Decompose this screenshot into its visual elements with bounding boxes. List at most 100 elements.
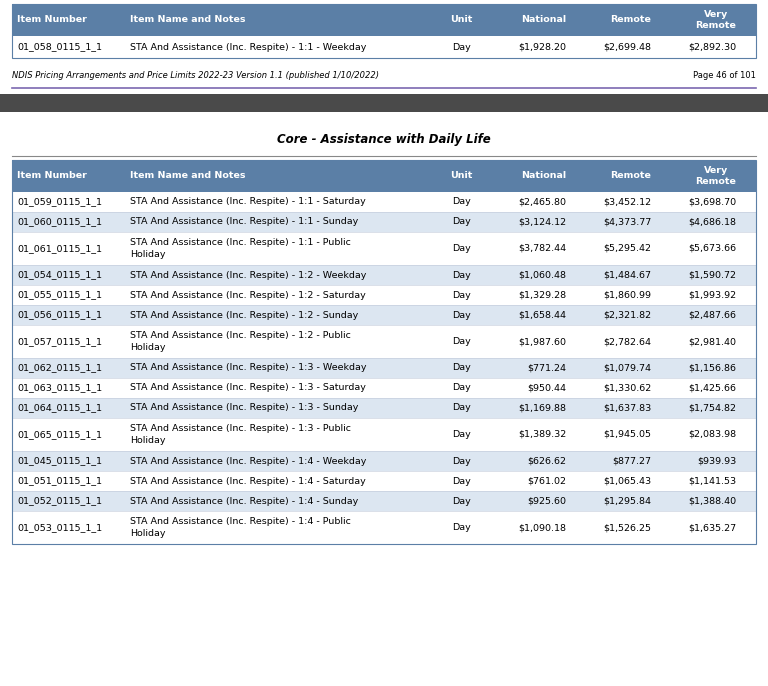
Text: $1,425.66: $1,425.66 [688,383,736,392]
Text: Very
Remote: Very Remote [695,166,736,186]
Text: $950.44: $950.44 [528,383,567,392]
Text: 01_059_0115_1_1: 01_059_0115_1_1 [17,198,102,206]
Text: Item Number: Item Number [17,172,87,180]
Bar [12,398,756,418]
Text: $1,754.82: $1,754.82 [688,403,736,412]
Text: STA And Assistance (Inc. Respite) - 1:2 - Weekday: STA And Assistance (Inc. Respite) - 1:2 … [130,270,366,279]
Text: Core - Assistance with Daily Life: Core - Assistance with Daily Life [277,134,491,147]
Text: STA And Assistance (Inc. Respite) - 1:3 - Weekday: STA And Assistance (Inc. Respite) - 1:3 … [130,364,366,372]
Text: $1,079.74: $1,079.74 [604,364,651,372]
Bar [12,451,756,471]
Text: $1,526.25: $1,526.25 [604,523,651,532]
Text: Day: Day [452,290,471,300]
Bar [12,192,756,212]
Text: Unit: Unit [450,16,472,25]
Bar [12,265,756,285]
Text: $925.60: $925.60 [528,497,567,506]
Text: Day: Day [452,270,471,279]
Text: $1,090.18: $1,090.18 [518,523,567,532]
Text: $1,987.60: $1,987.60 [518,337,567,346]
Bar [12,4,756,36]
Text: STA And Assistance (Inc. Respite) - 1:3 - Sunday: STA And Assistance (Inc. Respite) - 1:3 … [130,403,359,412]
Text: STA And Assistance (Inc. Respite) - 1:4 - Weekday: STA And Assistance (Inc. Respite) - 1:4 … [130,456,366,466]
Bar [12,232,756,265]
Text: $626.62: $626.62 [528,456,567,466]
Text: 01_052_0115_1_1: 01_052_0115_1_1 [17,497,102,506]
Text: STA And Assistance (Inc. Respite) - 1:1 - Public
Holiday: STA And Assistance (Inc. Respite) - 1:1 … [130,239,351,259]
Text: STA And Assistance (Inc. Respite) - 1:4 - Public
Holiday: STA And Assistance (Inc. Respite) - 1:4 … [130,517,351,538]
Text: $877.27: $877.27 [612,456,651,466]
Text: STA And Assistance (Inc. Respite) - 1:3 - Public
Holiday: STA And Assistance (Inc. Respite) - 1:3 … [130,425,351,445]
Text: Day: Day [452,217,471,226]
Text: STA And Assistance (Inc. Respite) - 1:1 - Weekday: STA And Assistance (Inc. Respite) - 1:1 … [130,43,366,51]
Text: $3,698.70: $3,698.70 [688,198,736,206]
Text: Day: Day [452,383,471,392]
Bar [12,212,756,232]
Text: 01_062_0115_1_1: 01_062_0115_1_1 [17,364,102,372]
Text: $1,484.67: $1,484.67 [604,270,651,279]
Text: STA And Assistance (Inc. Respite) - 1:2 - Saturday: STA And Assistance (Inc. Respite) - 1:2 … [130,290,366,300]
Bar [12,305,756,325]
Text: $1,993.92: $1,993.92 [688,290,736,300]
Bar [12,491,756,511]
Text: 01_045_0115_1_1: 01_045_0115_1_1 [17,456,102,466]
Text: STA And Assistance (Inc. Respite) - 1:1 - Sunday: STA And Assistance (Inc. Respite) - 1:1 … [130,217,359,226]
Bar [12,511,756,544]
Bar [0,94,768,112]
Text: $1,637.83: $1,637.83 [603,403,651,412]
Text: $1,945.05: $1,945.05 [604,430,651,439]
Text: $1,169.88: $1,169.88 [518,403,567,412]
Text: STA And Assistance (Inc. Respite) - 1:2 - Sunday: STA And Assistance (Inc. Respite) - 1:2 … [130,311,359,320]
Text: $1,060.48: $1,060.48 [518,270,567,279]
Text: $2,782.64: $2,782.64 [604,337,651,346]
Text: $1,635.27: $1,635.27 [688,523,736,532]
Text: Day: Day [452,337,471,346]
Bar [12,285,756,305]
Text: 01_064_0115_1_1: 01_064_0115_1_1 [17,403,102,412]
Text: $1,928.20: $1,928.20 [518,43,567,51]
Text: Day: Day [452,198,471,206]
Text: Page 46 of 101: Page 46 of 101 [694,71,756,80]
Text: $2,083.98: $2,083.98 [688,430,736,439]
Text: Day: Day [452,430,471,439]
Text: $1,295.84: $1,295.84 [604,497,651,506]
Bar [12,36,756,58]
Bar [12,378,756,398]
Text: $1,141.53: $1,141.53 [688,477,736,486]
Text: Day: Day [452,456,471,466]
Text: 01_060_0115_1_1: 01_060_0115_1_1 [17,217,102,226]
Text: $1,590.72: $1,590.72 [688,270,736,279]
Text: $1,329.28: $1,329.28 [518,290,567,300]
Text: Very
Remote: Very Remote [695,10,736,29]
Text: $3,452.12: $3,452.12 [603,198,651,206]
Bar [12,325,756,358]
Bar [12,471,756,491]
Text: $1,156.86: $1,156.86 [688,364,736,372]
Bar [12,160,756,544]
Text: Remote: Remote [611,172,651,180]
Text: NDIS Pricing Arrangements and Price Limits 2022-23 Version 1.1 (published 1/10/2: NDIS Pricing Arrangements and Price Limi… [12,71,379,80]
Text: National: National [521,16,567,25]
Text: 01_058_0115_1_1: 01_058_0115_1_1 [17,43,102,51]
Text: Day: Day [452,244,471,253]
Text: STA And Assistance (Inc. Respite) - 1:4 - Saturday: STA And Assistance (Inc. Respite) - 1:4 … [130,477,366,486]
Text: Day: Day [452,477,471,486]
Text: $3,124.12: $3,124.12 [518,217,567,226]
Text: $2,487.66: $2,487.66 [688,311,736,320]
Text: 01_065_0115_1_1: 01_065_0115_1_1 [17,430,102,439]
Text: $5,673.66: $5,673.66 [688,244,736,253]
Text: $939.93: $939.93 [697,456,736,466]
Text: 01_063_0115_1_1: 01_063_0115_1_1 [17,383,102,392]
Text: 01_053_0115_1_1: 01_053_0115_1_1 [17,523,102,532]
Bar [12,358,756,378]
Text: Item Name and Notes: Item Name and Notes [130,172,246,180]
Text: $3,782.44: $3,782.44 [518,244,567,253]
Text: Day: Day [452,497,471,506]
Text: Day: Day [452,311,471,320]
Text: $5,295.42: $5,295.42 [604,244,651,253]
Text: Day: Day [452,403,471,412]
Text: $1,860.99: $1,860.99 [604,290,651,300]
Text: $2,892.30: $2,892.30 [688,43,736,51]
Text: $2,465.80: $2,465.80 [518,198,567,206]
Text: $2,321.82: $2,321.82 [603,311,651,320]
